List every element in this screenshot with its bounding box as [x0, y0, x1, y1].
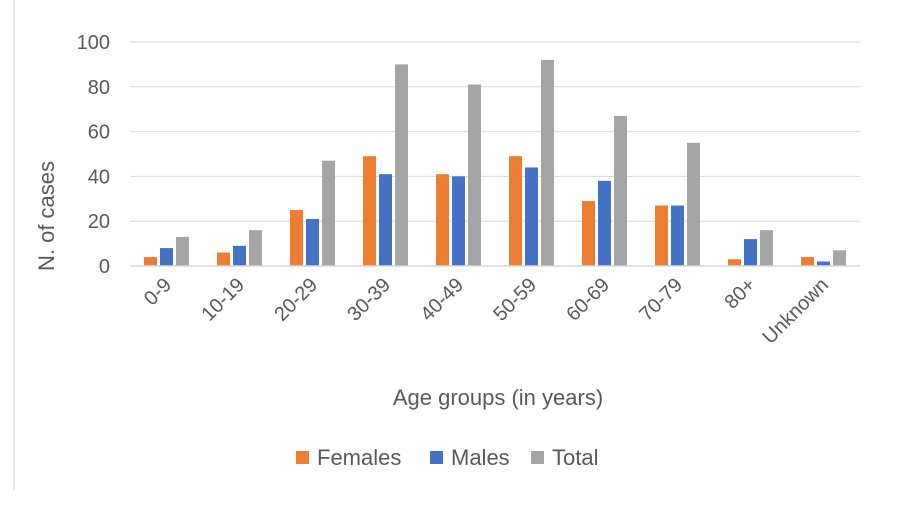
bar-females-50-59: [509, 156, 522, 266]
bar-males-80+: [744, 239, 757, 266]
bar-males-50-59: [525, 167, 538, 266]
legend-label-females: Females: [317, 445, 401, 470]
y-tick-label: 0: [99, 256, 110, 278]
x-tick-label: 40-49: [416, 274, 468, 326]
y-tick-label: 20: [88, 211, 110, 233]
bar-females-30-39: [363, 156, 376, 266]
legend-swatch-total: [531, 451, 544, 464]
bar-males-30-39: [379, 174, 392, 266]
bar-total-70-79: [687, 142, 700, 266]
x-tick-label: 70-79: [635, 274, 687, 326]
x-tick-label: 50-59: [489, 274, 541, 326]
legend-label-total: Total: [552, 445, 598, 470]
bar-total-unknown: [833, 250, 846, 266]
bar-females-40-49: [436, 174, 449, 266]
bar-females-0-9: [144, 257, 157, 266]
y-axis-ticks: 0 20 40 60 80 100: [77, 32, 110, 278]
gridlines: [130, 41, 860, 222]
bar-total-60-69: [614, 115, 627, 266]
x-axis-ticks: 0-9 10-19 20-29 30-39 40-49 50-59 60-69 70-79 80…: [140, 274, 833, 349]
bar-total-50-59: [541, 59, 554, 266]
legend-label-males: Males: [451, 445, 510, 470]
bar-females-20-29: [290, 210, 303, 266]
bar-males-70-79: [671, 205, 684, 266]
bar-females-80+: [728, 259, 741, 266]
legend-swatch-males: [430, 451, 443, 464]
x-tick-label: 10-19: [197, 274, 249, 326]
legend-swatch-females: [296, 451, 309, 464]
x-tick-label: 60-69: [562, 274, 614, 326]
bar-females-10-19: [217, 252, 230, 266]
y-tick-label: 40: [88, 166, 110, 188]
bar-total-0-9: [176, 236, 189, 266]
y-tick-label: 80: [88, 77, 110, 99]
bars: [144, 59, 846, 267]
bar-males-0-9: [160, 248, 173, 266]
bar-males-60-69: [598, 180, 611, 266]
bar-females-unknown: [801, 257, 814, 266]
legend: Females Males Total: [296, 445, 598, 470]
bar-females-60-69: [582, 201, 595, 266]
y-axis-title: N. of cases: [34, 161, 59, 271]
bar-males-unknown: [817, 261, 830, 266]
bar-males-10-19: [233, 245, 246, 266]
bar-males-20-29: [306, 218, 319, 266]
y-tick-label: 60: [88, 122, 110, 144]
bar-total-20-29: [322, 160, 335, 266]
bar-females-70-79: [655, 205, 668, 266]
x-tick-label: Unknown: [759, 274, 834, 349]
bar-total-40-49: [468, 84, 481, 266]
bar-total-80+: [760, 230, 773, 266]
x-tick-label: 20-29: [270, 274, 322, 326]
x-tick-label: 80+: [720, 274, 760, 314]
bar-total-30-39: [395, 64, 408, 267]
bar-total-10-19: [249, 230, 262, 266]
x-axis-title: Age groups (in years): [393, 385, 603, 410]
bar-males-40-49: [452, 176, 465, 266]
x-tick-label: 30-39: [343, 274, 395, 326]
x-tick-label: 0-9: [140, 274, 176, 310]
y-tick-label: 100: [77, 32, 110, 54]
